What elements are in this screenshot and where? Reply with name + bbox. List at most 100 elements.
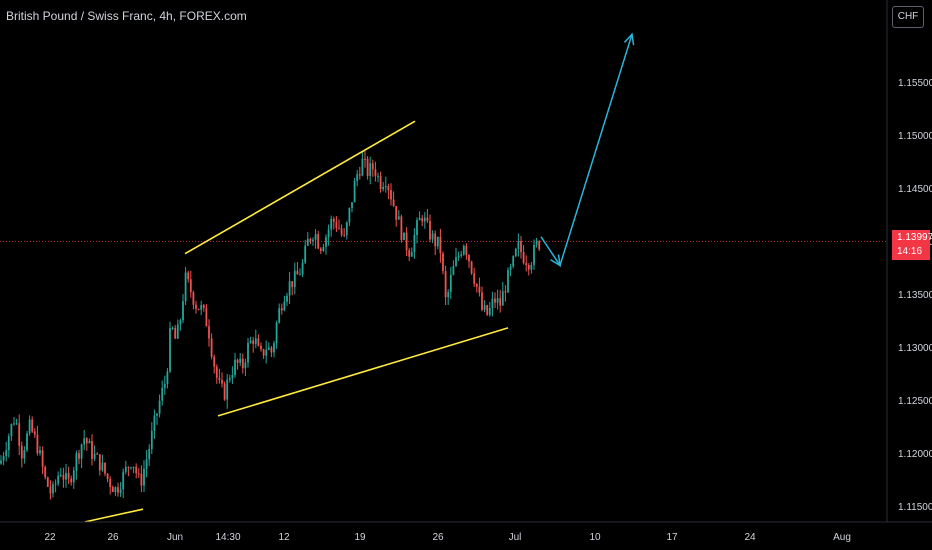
candle [161,380,164,406]
price-tick-label: 1.14500 [898,184,932,195]
candle [410,247,413,257]
candle [109,476,112,495]
candle [312,237,314,246]
time-axis[interactable]: 22 26 Jun 14:30 12 19 26 Jul 10 17 24 Aug [0,521,932,543]
candle [117,482,119,497]
candle [455,247,457,268]
candle [356,170,359,187]
candle-body [338,227,340,229]
candle-body [28,419,31,434]
candle-body [384,185,387,187]
candle [413,228,416,259]
candle-body [494,298,496,303]
candle-body [104,462,106,474]
candle [223,381,226,401]
candle [525,255,528,272]
candle [283,295,286,312]
candle-body [85,438,88,444]
candle-body [65,472,67,480]
candle [408,247,411,262]
candle-body [122,471,125,490]
candle-body [91,441,93,459]
candle-body [132,466,135,468]
candle-body [530,264,533,270]
candle [88,438,91,444]
candle-body [88,441,91,444]
candle [327,224,330,246]
candle-body [343,234,346,236]
candle-body [23,450,26,459]
candle [49,480,52,500]
candle [306,232,309,246]
candle [530,261,533,274]
candle [156,413,158,425]
price-tick-label: 1.15000 [898,131,932,142]
candle [57,471,60,487]
candle [509,263,512,277]
candle-body [366,158,369,176]
candle-body [137,473,140,475]
candle [62,467,65,488]
symbol-title[interactable]: British Pound / Swiss Franc, 4h, FOREX.c… [6,9,247,23]
channel-lower-trendline [217,327,509,417]
candle-body [470,261,473,274]
candle-body [218,377,221,381]
candle-body [439,236,442,254]
candle [527,263,530,276]
candle-body [78,453,80,459]
candle-body [491,298,494,309]
candle-body [213,356,216,367]
candle-body [413,234,416,253]
candle-body [462,245,465,255]
candle [358,166,361,180]
candle [286,292,288,306]
candle-body [18,423,21,446]
candle [13,417,15,426]
candle [189,270,192,298]
candle [390,183,392,206]
candle-body [452,265,455,275]
candle [44,465,47,480]
candle [195,300,197,314]
candle [192,290,195,310]
price-tick-label: 1.12000 [898,449,932,460]
candle-body [161,387,164,401]
candle-body [135,466,138,474]
candle-body [228,378,231,380]
candle-body [179,320,182,325]
channel-upper-trendline [184,120,416,255]
candle-body [192,292,195,305]
candle-body [410,252,413,257]
candle-body [205,307,208,327]
candle [249,336,252,344]
candle [262,348,265,359]
candle-body [358,174,361,176]
candles [0,151,541,500]
candle [270,346,273,358]
candle [322,243,325,252]
candle [252,336,255,353]
candle-body [254,338,257,344]
currency-label[interactable]: CHF [892,6,924,28]
candle [468,254,470,268]
candle [481,286,483,312]
candle-body [187,272,190,280]
candle-body [189,279,192,293]
candle [104,462,106,477]
candle [96,452,99,455]
candle-body [36,434,39,454]
candle [397,210,400,220]
candle-body [332,219,335,222]
candle [171,326,174,330]
candle [205,304,208,327]
candle-body [83,438,86,445]
candle-body [239,358,242,363]
candle-body [283,301,286,311]
candle-body [434,233,437,247]
candle [512,255,515,269]
candle-body [442,253,444,272]
candle [247,337,249,368]
candle-body [7,436,10,451]
candle [174,324,177,339]
